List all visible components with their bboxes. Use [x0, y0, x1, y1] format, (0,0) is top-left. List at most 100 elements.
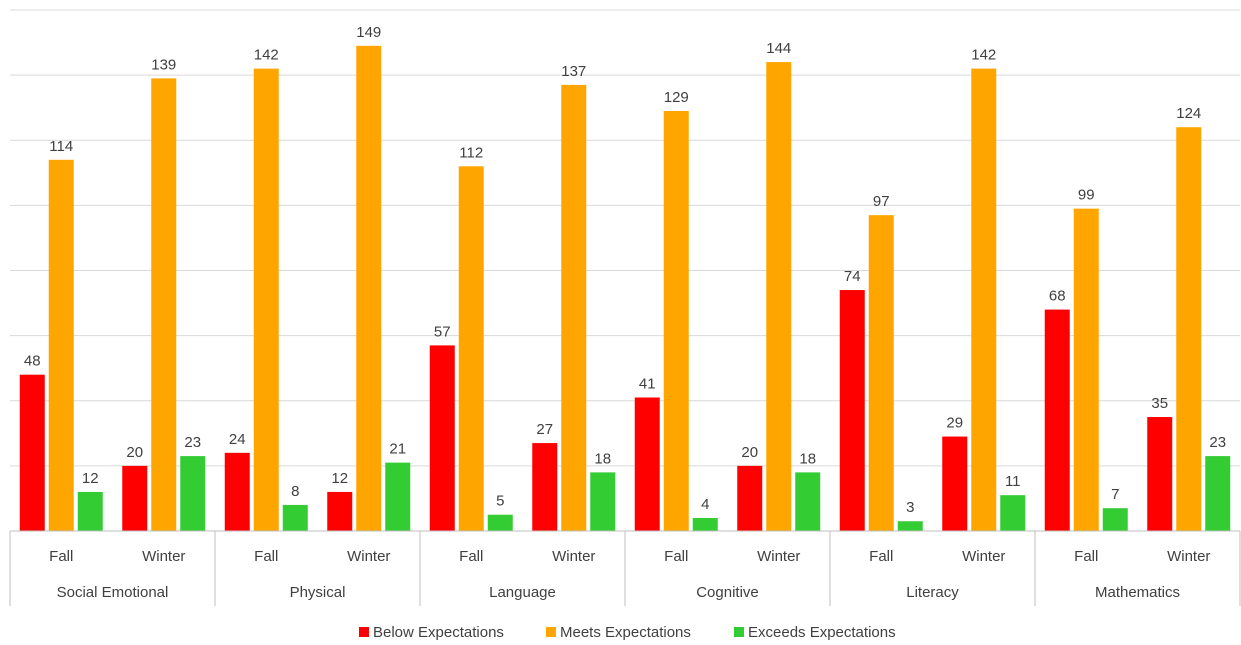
- data-label: 12: [82, 470, 99, 487]
- data-label: 142: [254, 47, 279, 64]
- data-label: 12: [331, 470, 348, 487]
- bar-meets-expectations: [971, 68, 997, 532]
- data-label: 144: [766, 40, 791, 57]
- x-tick-label: Winter: [962, 548, 1005, 565]
- x-tick-label: Winter: [142, 548, 185, 565]
- bar-below-expectations: [327, 491, 353, 531]
- bar-meets-expectations: [356, 45, 382, 531]
- data-label: 142: [971, 47, 996, 64]
- data-label: 7: [1111, 486, 1119, 503]
- data-label: 11: [1005, 473, 1021, 490]
- data-label: 137: [561, 63, 586, 80]
- bar-meets-expectations: [1176, 127, 1202, 531]
- bar-exceeds-expectations: [180, 456, 206, 531]
- x-group-label: Cognitive: [696, 584, 759, 601]
- data-label: 114: [49, 138, 73, 155]
- bar-exceeds-expectations: [1205, 456, 1231, 531]
- data-label: 3: [906, 499, 914, 516]
- bar-exceeds-expectations: [1000, 495, 1026, 531]
- bar-meets-expectations: [561, 84, 587, 532]
- data-label: 20: [126, 444, 143, 461]
- bar-below-expectations: [942, 436, 968, 531]
- bar-meets-expectations: [48, 159, 74, 531]
- bar-exceeds-expectations: [487, 514, 513, 531]
- bar-below-expectations: [19, 374, 45, 531]
- bar-exceeds-expectations: [795, 472, 821, 531]
- x-tick-label: Fall: [254, 548, 278, 565]
- bar-meets-expectations: [766, 62, 792, 531]
- data-label: 24: [229, 431, 246, 448]
- bar-exceeds-expectations: [897, 521, 923, 531]
- x-group-label: Social Emotional: [57, 584, 169, 601]
- data-label: 5: [496, 493, 504, 510]
- bar-exceeds-expectations: [385, 462, 411, 531]
- x-tick-label: Winter: [347, 548, 390, 565]
- data-label: 74: [844, 268, 861, 285]
- data-label: 68: [1049, 288, 1066, 305]
- data-label: 21: [389, 441, 406, 458]
- bar-below-expectations: [737, 465, 763, 531]
- gridlines: [10, 9, 1240, 467]
- data-label: 139: [151, 56, 176, 73]
- legend: Below Expectations Meets Expectations Exce…: [359, 624, 896, 641]
- data-label: 20: [741, 444, 758, 461]
- data-label: 129: [664, 89, 689, 106]
- data-label: 48: [24, 353, 41, 370]
- data-label: 23: [1209, 434, 1226, 451]
- x-tick-label: Fall: [1074, 548, 1098, 565]
- x-group-label: Literacy: [906, 584, 959, 601]
- data-label: 57: [434, 323, 451, 340]
- bar-meets-expectations: [151, 78, 177, 531]
- x-tick-label: Winter: [552, 548, 595, 565]
- data-label: 41: [639, 375, 656, 392]
- bar-below-expectations: [122, 465, 148, 531]
- bar-below-expectations: [1044, 309, 1070, 531]
- bar-meets-expectations: [458, 166, 484, 532]
- bar-below-expectations: [634, 397, 660, 531]
- data-label: 18: [799, 450, 816, 467]
- legend-label: Meets Expectations: [560, 624, 691, 641]
- x-tick-label: Fall: [664, 548, 688, 565]
- data-label: 4: [701, 496, 709, 513]
- x-group-label: Mathematics: [1095, 584, 1180, 601]
- bar-below-expectations: [224, 452, 250, 531]
- bar-exceeds-expectations: [282, 504, 308, 531]
- x-tick-label: Fall: [459, 548, 483, 565]
- data-label: 149: [356, 24, 381, 41]
- legend-item: Below Expectations: [359, 624, 504, 641]
- x-group-label: Physical: [290, 584, 346, 601]
- data-label: 8: [291, 483, 299, 500]
- legend-item: Meets Expectations: [546, 624, 691, 641]
- bar-below-expectations: [839, 290, 865, 531]
- bar-below-expectations: [1147, 417, 1173, 531]
- bars: [19, 45, 1231, 532]
- bar-meets-expectations: [1073, 208, 1099, 531]
- bar-exceeds-expectations: [1102, 508, 1128, 531]
- bar-meets-expectations: [253, 68, 279, 532]
- data-label: 99: [1078, 187, 1095, 204]
- bar-exceeds-expectations: [77, 491, 103, 531]
- legend-swatch: [734, 627, 744, 637]
- x-tick-label: Fall: [869, 548, 893, 565]
- data-label: 97: [873, 193, 890, 210]
- data-label: 23: [184, 434, 201, 451]
- data-label: 18: [594, 450, 611, 467]
- bar-below-expectations: [429, 345, 455, 531]
- x-group-label: Language: [489, 584, 556, 601]
- legend-label: Below Expectations: [373, 624, 504, 641]
- category-axis: Fall Winter Fall Winter Fall Winter Fall Winter…: [9, 530, 1241, 606]
- x-tick-label: Winter: [757, 548, 800, 565]
- data-label: 112: [459, 144, 483, 161]
- x-tick-label: Fall: [49, 548, 73, 565]
- bar-meets-expectations: [868, 215, 894, 532]
- bar-below-expectations: [532, 443, 558, 531]
- bar-exceeds-expectations: [590, 472, 616, 531]
- data-label: 29: [946, 415, 963, 432]
- data-label: 124: [1176, 105, 1201, 122]
- legend-label: Exceeds Expectations: [748, 624, 896, 641]
- data-label: 35: [1151, 395, 1168, 412]
- legend-swatch: [546, 627, 556, 637]
